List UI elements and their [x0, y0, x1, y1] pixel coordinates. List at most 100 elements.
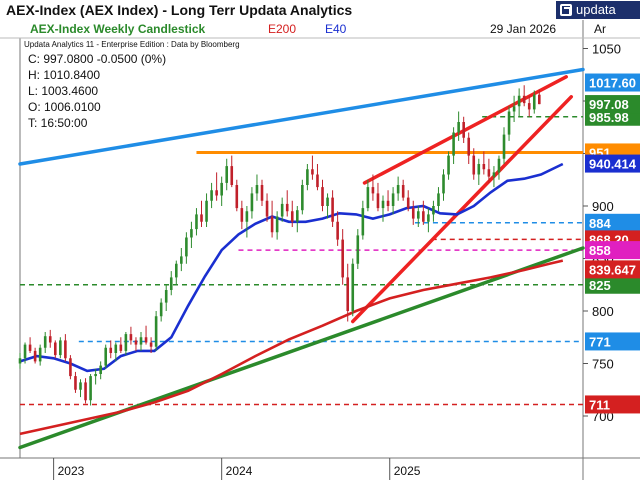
candle[interactable]: [104, 344, 108, 369]
candle[interactable]: [164, 284, 168, 311]
candle[interactable]: [487, 158, 491, 183]
candle[interactable]: [200, 200, 203, 227]
candle[interactable]: [53, 340, 57, 359]
candle[interactable]: [99, 361, 102, 380]
candle[interactable]: [154, 311, 158, 351]
candle[interactable]: [205, 193, 208, 227]
candle[interactable]: [462, 116, 465, 143]
candle[interactable]: [336, 211, 339, 246]
candlestick-chart[interactable]: AEX-Index Weekly Candlestick E200 E40 29 Ja…: [0, 20, 640, 480]
candle[interactable]: [225, 158, 229, 191]
candle[interactable]: [321, 179, 324, 212]
candle[interactable]: [74, 371, 77, 393]
candle[interactable]: [245, 206, 249, 238]
candle[interactable]: [301, 179, 304, 215]
candle[interactable]: [33, 347, 37, 364]
candle[interactable]: [94, 368, 97, 385]
candle[interactable]: [149, 337, 153, 353]
candle[interactable]: [361, 200, 365, 240]
candle[interactable]: [311, 155, 314, 180]
candle[interactable]: [174, 260, 178, 285]
candle[interactable]: [477, 158, 481, 185]
candle[interactable]: [240, 200, 244, 230]
candle[interactable]: [59, 337, 62, 359]
candle[interactable]: [406, 190, 410, 212]
candle[interactable]: [457, 111, 460, 141]
candle[interactable]: [507, 106, 511, 141]
candle[interactable]: [38, 344, 42, 366]
candle[interactable]: [84, 378, 87, 404]
candle[interactable]: [235, 179, 239, 212]
candle[interactable]: [195, 208, 198, 236]
candle[interactable]: [447, 151, 450, 180]
candle[interactable]: [452, 127, 455, 164]
candle[interactable]: [522, 85, 526, 107]
candle[interactable]: [351, 258, 355, 317]
candle[interactable]: [346, 263, 350, 322]
candle[interactable]: [215, 172, 218, 201]
candle[interactable]: [512, 95, 516, 122]
candle[interactable]: [275, 211, 279, 240]
candle[interactable]: [411, 200, 415, 225]
candle[interactable]: [265, 193, 269, 222]
candle[interactable]: [144, 325, 148, 345]
candle[interactable]: [129, 326, 133, 345]
candle[interactable]: [69, 355, 72, 380]
candle[interactable]: [497, 155, 501, 180]
candle[interactable]: [371, 174, 375, 201]
candle[interactable]: [341, 229, 344, 285]
candle[interactable]: [124, 332, 128, 356]
candle[interactable]: [326, 193, 329, 219]
candle[interactable]: [391, 187, 395, 215]
candle[interactable]: [260, 179, 264, 206]
candle[interactable]: [538, 89, 541, 105]
candle[interactable]: [220, 176, 223, 206]
candle[interactable]: [159, 298, 163, 322]
candle[interactable]: [190, 221, 193, 248]
candle[interactable]: [427, 208, 430, 233]
candle[interactable]: [280, 197, 284, 222]
candle[interactable]: [401, 179, 405, 201]
candle[interactable]: [134, 337, 138, 351]
candle[interactable]: [79, 379, 82, 398]
candle[interactable]: [442, 169, 445, 201]
candle[interactable]: [306, 164, 309, 191]
candle[interactable]: [432, 200, 435, 222]
candle[interactable]: [119, 337, 123, 353]
candle[interactable]: [285, 190, 289, 217]
candle[interactable]: [376, 182, 380, 212]
candle[interactable]: [18, 353, 22, 369]
candle[interactable]: [532, 90, 536, 114]
candle[interactable]: [417, 206, 420, 227]
candle[interactable]: [366, 179, 370, 212]
candle[interactable]: [185, 232, 188, 264]
candle[interactable]: [386, 190, 390, 212]
candle[interactable]: [295, 206, 299, 233]
candle[interactable]: [527, 95, 531, 117]
candle[interactable]: [169, 271, 173, 296]
candle[interactable]: [23, 342, 27, 364]
candle[interactable]: [43, 332, 47, 353]
candle[interactable]: [316, 164, 319, 191]
candle[interactable]: [356, 229, 360, 269]
candle[interactable]: [381, 195, 385, 222]
candle[interactable]: [290, 200, 294, 227]
candle[interactable]: [89, 374, 92, 406]
candle[interactable]: [437, 187, 440, 212]
candle[interactable]: [48, 329, 52, 348]
candle[interactable]: [422, 200, 425, 225]
candle[interactable]: [210, 182, 213, 209]
candle[interactable]: [331, 190, 334, 227]
candle[interactable]: [255, 174, 259, 201]
candle[interactable]: [230, 155, 234, 188]
candle[interactable]: [396, 176, 400, 201]
candle[interactable]: [517, 88, 521, 117]
candle[interactable]: [467, 132, 471, 165]
candle[interactable]: [114, 342, 118, 362]
candle[interactable]: [64, 334, 67, 362]
candle[interactable]: [109, 340, 113, 359]
candle[interactable]: [250, 187, 254, 219]
candle[interactable]: [472, 148, 476, 180]
candle[interactable]: [270, 200, 274, 238]
candle[interactable]: [482, 151, 486, 175]
